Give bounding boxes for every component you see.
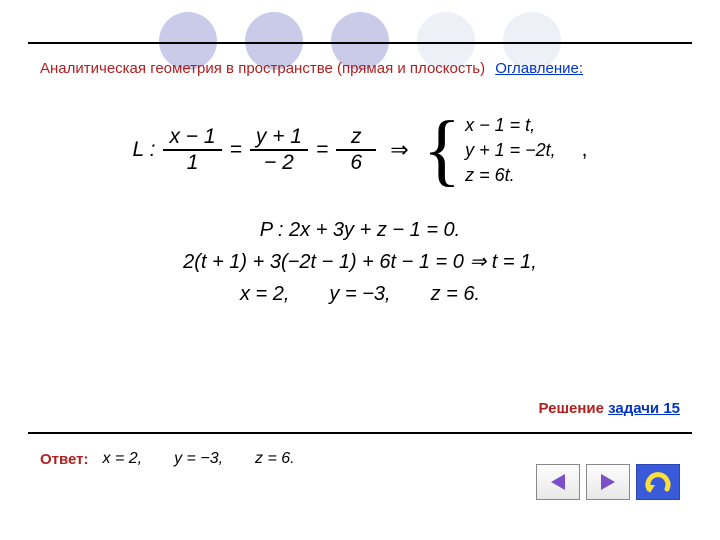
next-button[interactable] xyxy=(586,464,630,500)
line-equation: L : x − 1 1 = y + 1 − 2 = z 6 ⇒ { x − 1 … xyxy=(60,110,660,190)
plane-equation: P : 2x + 3y + z − 1 = 0. xyxy=(60,214,660,246)
triangle-left-icon xyxy=(547,471,569,493)
title-row: Аналитическая геометрия в пространстве (… xyxy=(40,60,690,77)
case-line-3: z = 6t. xyxy=(465,165,556,186)
triangle-right-icon xyxy=(597,471,619,493)
toc-link[interactable]: Оглавление: xyxy=(495,60,583,77)
answer-text: x = 2, y = −3, z = 6. xyxy=(103,450,295,468)
page-title: Аналитическая геометрия в пространстве (… xyxy=(40,60,485,77)
fraction-3: z 6 xyxy=(336,125,376,175)
solution-prefix: Решение xyxy=(539,400,604,417)
return-button[interactable] xyxy=(636,464,680,500)
fraction-1: x − 1 1 xyxy=(163,125,221,175)
solution-title: Решение задачи 15 xyxy=(539,400,681,417)
line-label: L : xyxy=(133,138,156,162)
implies-arrow: ⇒ xyxy=(390,137,408,163)
case-line-1: x − 1 = t, xyxy=(465,115,556,136)
trailing-comma: , xyxy=(582,138,588,162)
return-arrow-icon xyxy=(643,469,673,495)
answer-label: Ответ: xyxy=(40,451,89,468)
nav-buttons xyxy=(536,464,680,500)
substitution-line: 2(t + 1) + 3(−2t − 1) + 6t − 1 = 0 ⇒ t =… xyxy=(60,246,660,278)
problem-link[interactable]: задачи 15 xyxy=(608,400,680,417)
equals: = xyxy=(316,138,328,162)
bottom-rule xyxy=(28,432,692,434)
top-rule xyxy=(28,42,692,44)
left-brace: { xyxy=(423,110,461,190)
answer-row: Ответ: x = 2, y = −3, z = 6. xyxy=(40,450,295,468)
coordinates-line: x = 2, y = −3, z = 6. xyxy=(60,278,660,310)
cases-block: { x − 1 = t, y + 1 = −2t, z = 6t. xyxy=(423,110,556,190)
equals: = xyxy=(230,138,242,162)
math-derivation: P : 2x + 3y + z − 1 = 0. 2(t + 1) + 3(−2… xyxy=(60,214,660,310)
prev-button[interactable] xyxy=(536,464,580,500)
content-area: L : x − 1 1 = y + 1 − 2 = z 6 ⇒ { x − 1 … xyxy=(60,100,660,310)
fraction-2: y + 1 − 2 xyxy=(250,125,308,175)
case-line-2: y + 1 = −2t, xyxy=(465,140,556,161)
